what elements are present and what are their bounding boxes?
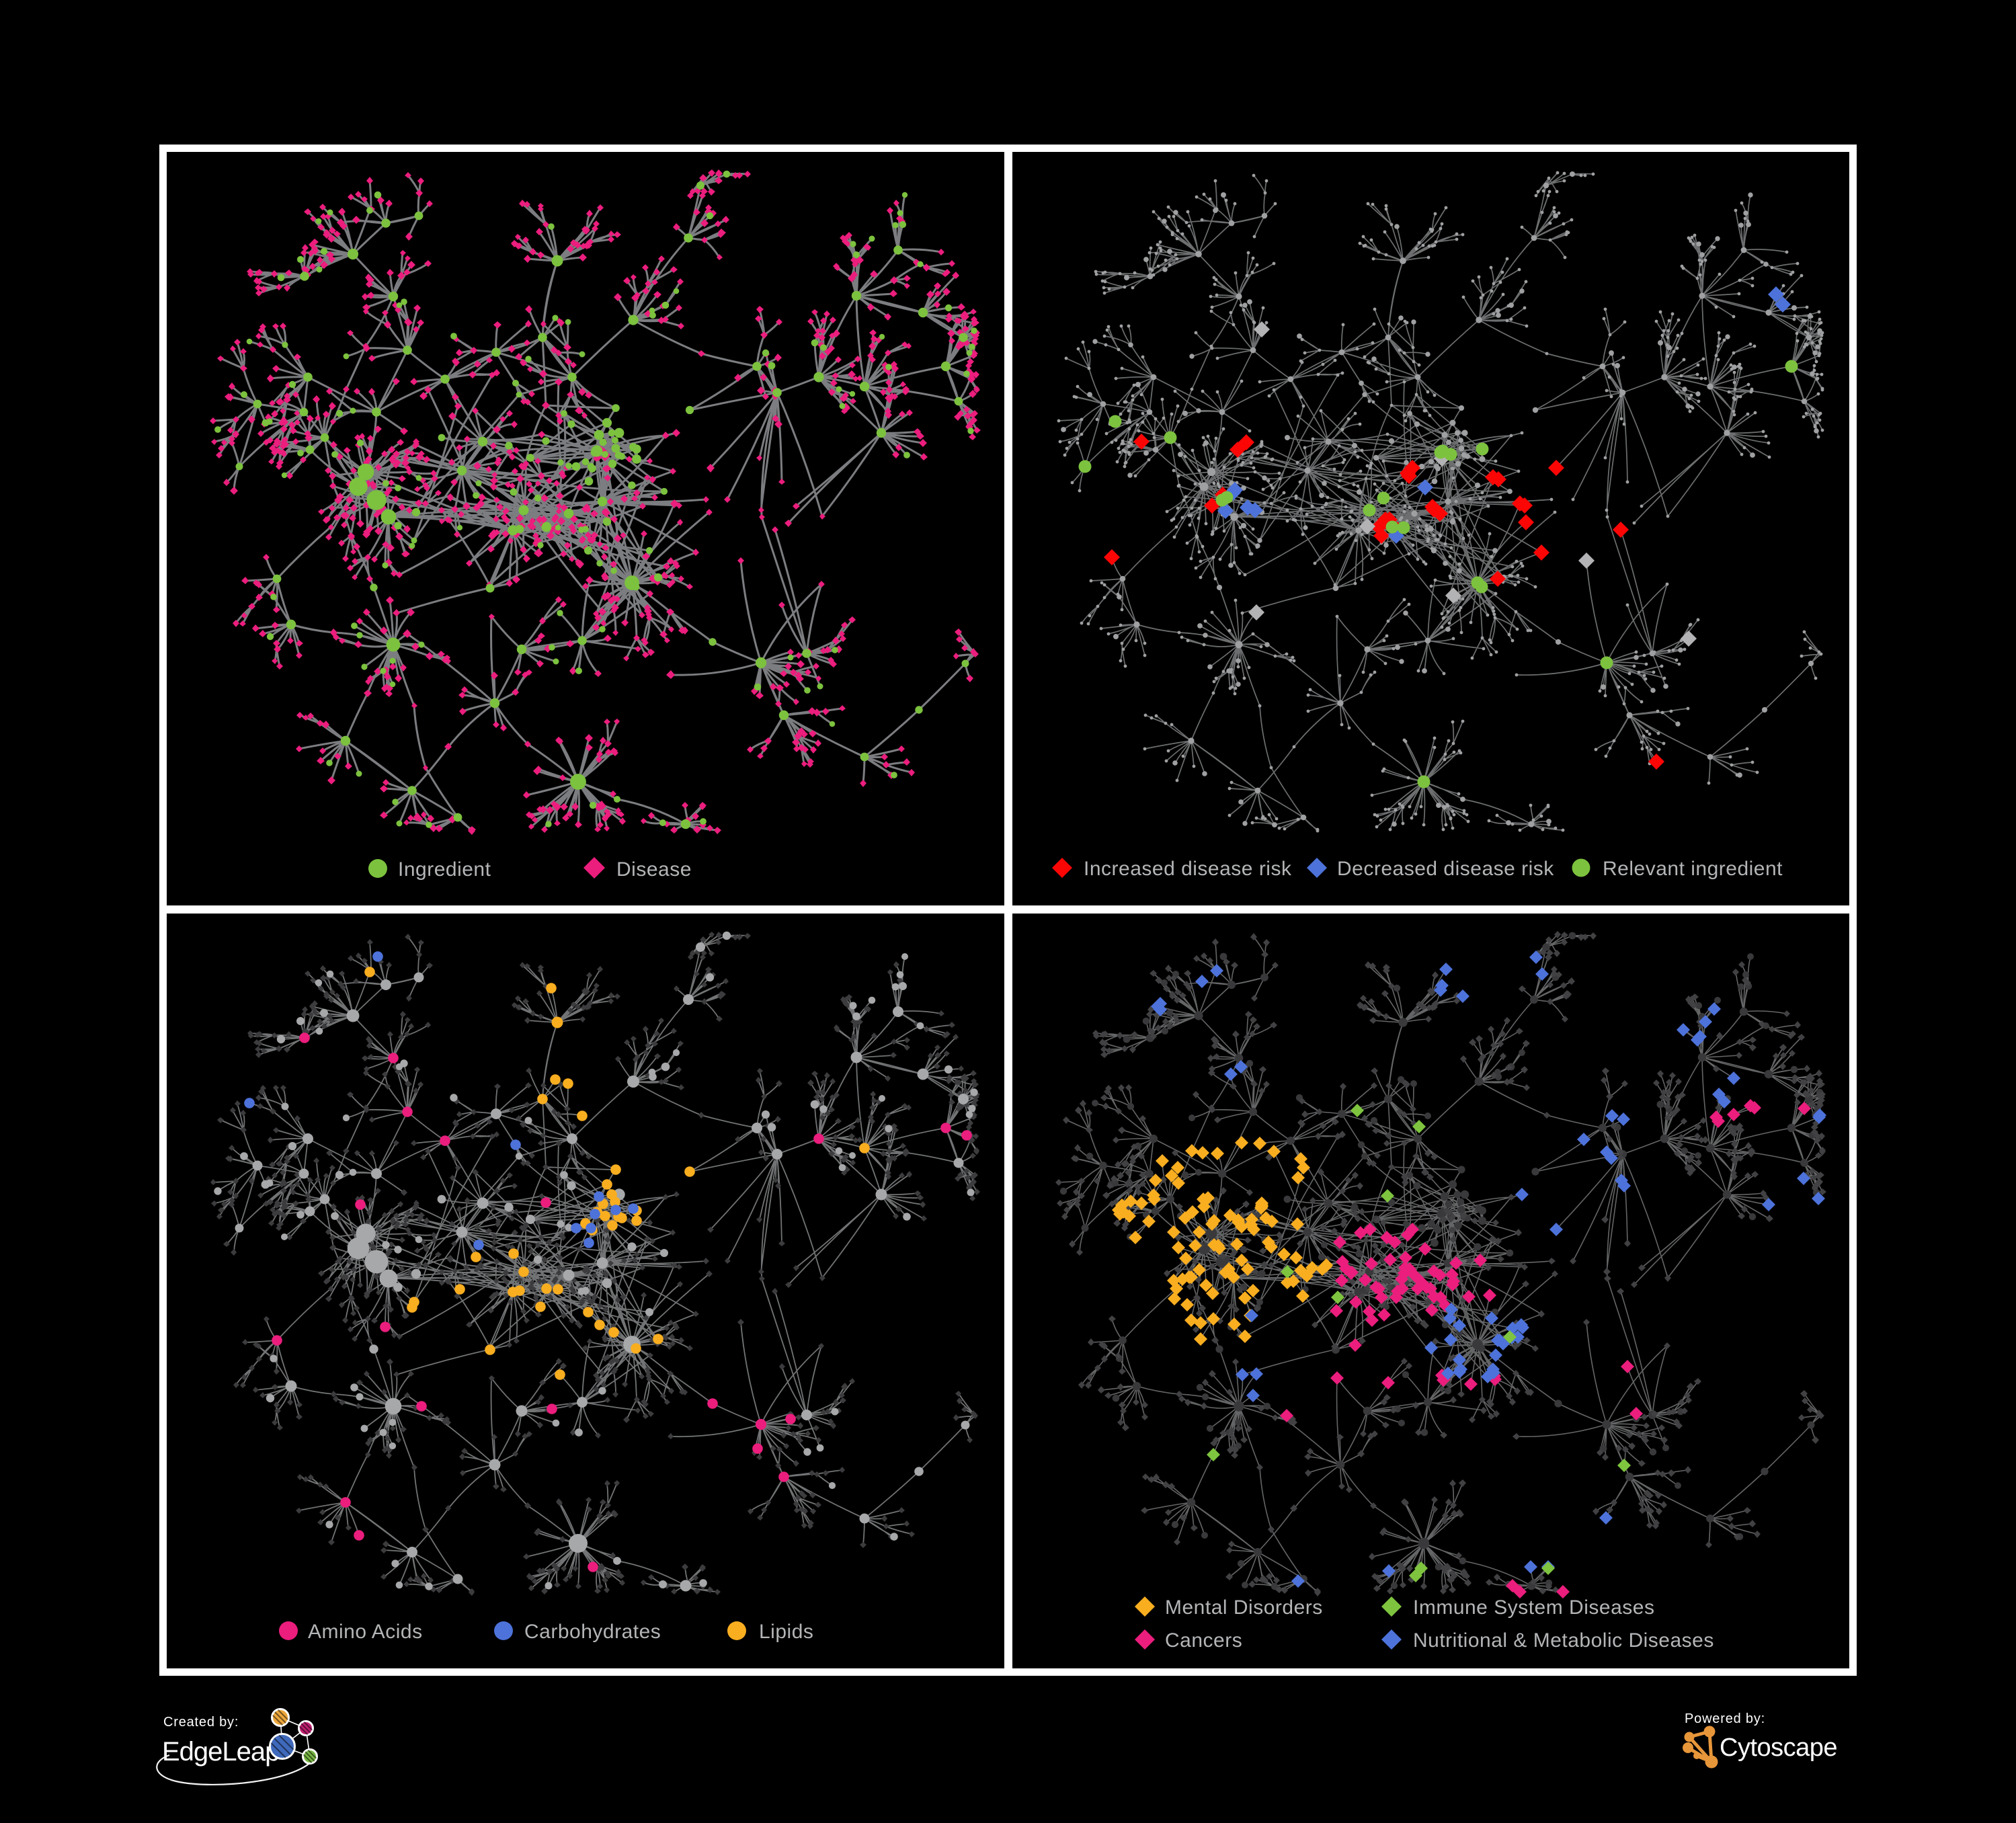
svg-text:Relevant ingredient: Relevant ingredient: [1603, 858, 1783, 880]
svg-text:Cancers: Cancers: [1165, 1629, 1242, 1652]
svg-text:Amino Acids: Amino Acids: [308, 1621, 423, 1643]
svg-text:Nutritional & Metabolic Diseas: Nutritional & Metabolic Diseases: [1413, 1629, 1714, 1652]
svg-text:Powered by:: Powered by:: [1685, 1711, 1765, 1726]
svg-text:Disease: Disease: [616, 858, 692, 881]
svg-text:Mental Disorders: Mental Disorders: [1165, 1596, 1323, 1619]
svg-text:EdgeLeap: EdgeLeap: [162, 1737, 279, 1767]
svg-text:Created by:: Created by:: [163, 1715, 239, 1730]
svg-text:Immune System Diseases: Immune System Diseases: [1413, 1596, 1654, 1619]
svg-text:Increased disease risk: Increased disease risk: [1084, 858, 1292, 880]
svg-text:Lipids: Lipids: [759, 1621, 813, 1643]
svg-text:Carbohydrates: Carbohydrates: [524, 1621, 661, 1643]
svg-text:Decreased disease risk: Decreased disease risk: [1337, 858, 1554, 880]
svg-text:Cytoscape: Cytoscape: [1720, 1734, 1837, 1762]
svg-text:Ingredient: Ingredient: [398, 858, 491, 881]
